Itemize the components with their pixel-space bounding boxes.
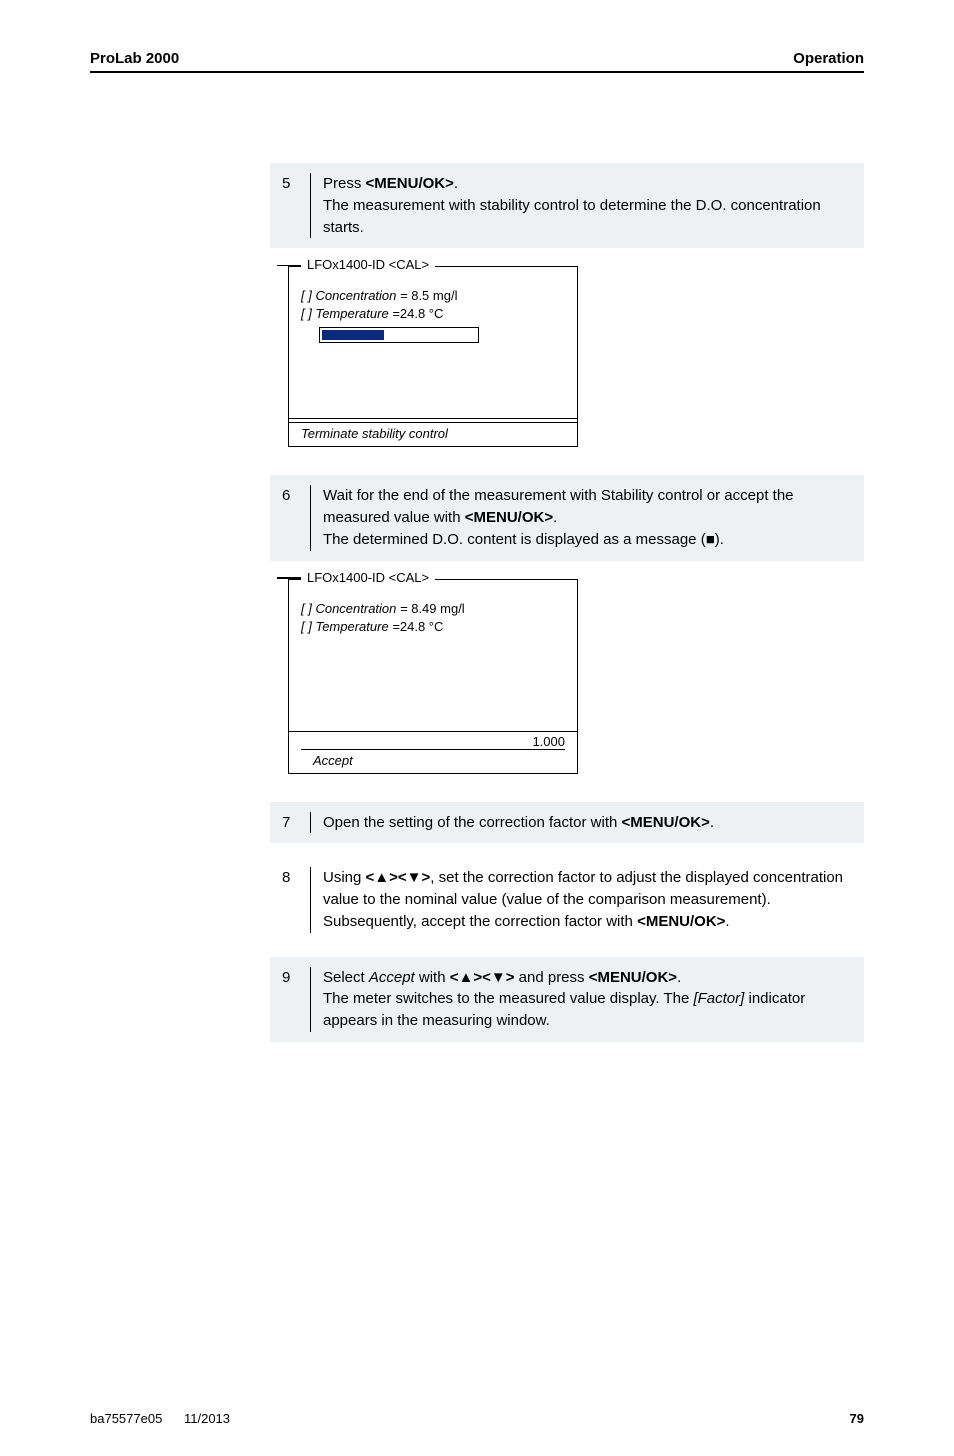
page-number: 79 [850,1411,864,1426]
step-7: 7 Open the setting of the correction fac… [270,802,864,844]
step-body: Open the setting of the correction facto… [323,812,852,834]
page-header: ProLab 2000 Operation [90,50,864,73]
step-8: 8 Using <▲><▼>, set the correction facto… [270,857,864,942]
progress-bar [319,327,479,343]
square-icon: ■ [706,531,715,548]
doc-id: ba75577e05 [90,1411,162,1426]
doc-date: 11/2013 [184,1411,230,1426]
step-num: 8 [282,867,310,932]
cal-panel-2: LFOx1400-ID <CAL> [ ] Concentration = 8.… [288,579,578,774]
step-num: 6 [282,485,310,550]
panel-footer: Accept [301,749,565,773]
step-5: 5 Press <MENU/OK>. The measurement with … [270,163,864,248]
step-body: Select Accept with <▲><▼> and press <MEN… [323,967,852,1032]
panel-message: 1.000 [289,731,577,749]
conc-line: [ ] Concentration = 8.5 mg/l [301,288,565,303]
temp-line: [ ] Temperature =24.8 °C [301,306,565,321]
step-9: 9 Select Accept with <▲><▼> and press <M… [270,957,864,1042]
panel-title: LFOx1400-ID <CAL> [301,570,435,585]
step-body: Press <MENU/OK>. The measurement with st… [323,173,852,238]
panel-footer: Terminate stability control [289,422,577,446]
page-footer: ba75577e05 11/2013 79 [90,1411,864,1426]
step-num: 5 [282,173,310,238]
temp-line: [ ] Temperature =24.8 °C [301,619,565,634]
step-num: 9 [282,967,310,1032]
step-body: Using <▲><▼>, set the correction factor … [323,867,852,932]
header-right: Operation [793,50,864,67]
step-body: Wait for the end of the measurement with… [323,485,852,550]
progress-fill [322,330,384,340]
conc-line: [ ] Concentration = 8.49 mg/l [301,601,565,616]
header-left: ProLab 2000 [90,50,179,67]
step-6: 6 Wait for the end of the measurement wi… [270,475,864,560]
step-num: 7 [282,812,310,834]
cal-panel-1: LFOx1400-ID <CAL> [ ] Concentration = 8.… [288,266,578,447]
panel-title: LFOx1400-ID <CAL> [301,257,435,272]
